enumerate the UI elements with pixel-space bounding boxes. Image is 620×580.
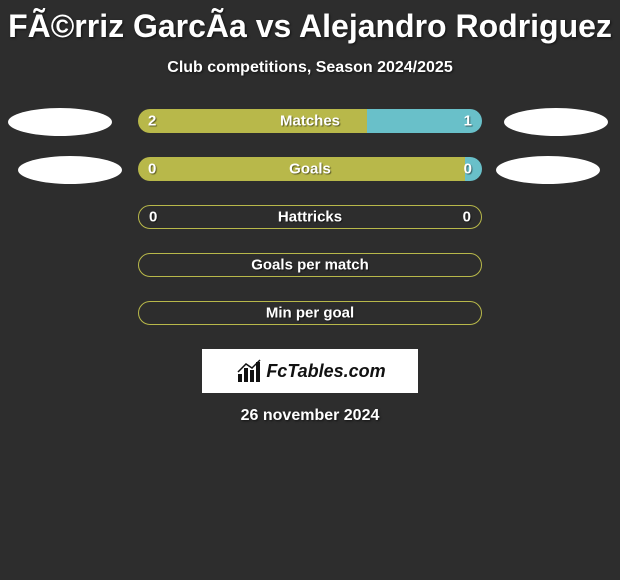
player-right-bubble [496, 156, 600, 184]
stat-left-value: 0 [148, 161, 156, 178]
stat-label: Goals per match [251, 257, 369, 274]
stat-left-value: 2 [148, 113, 156, 130]
chart-icon [234, 358, 264, 384]
player-left-bubble [8, 108, 112, 136]
stat-row: Goals per match [0, 253, 620, 279]
stat-right-value: 1 [464, 113, 472, 130]
brand-text: FcTables.com [266, 361, 385, 382]
stat-left-value: 0 [149, 209, 157, 226]
stats-container: 2 1 Matches 0 0 Goals 0 0 Hattricks Goals per mat… [0, 109, 620, 327]
stat-bar: Min per goal [138, 301, 482, 325]
stat-row: 0 0 Hattricks [0, 205, 620, 231]
stat-bar: 0 0 Hattricks [138, 205, 482, 229]
stat-label: Goals [289, 161, 331, 178]
stat-row: Min per goal [0, 301, 620, 327]
stat-right-value: 0 [464, 161, 472, 178]
brand-badge: FcTables.com [202, 349, 418, 393]
stat-row: 0 0 Goals [0, 157, 620, 183]
stat-label: Min per goal [266, 305, 354, 322]
stat-bar: 2 1 Matches [138, 109, 482, 133]
date-text: 26 november 2024 [0, 407, 620, 425]
stat-bar: Goals per match [138, 253, 482, 277]
stat-label: Hattricks [278, 209, 342, 226]
page-title: FÃ©rriz GarcÃ­a vs Alejandro Rodriguez [0, 0, 620, 45]
stat-right-value: 0 [463, 209, 471, 226]
stat-bar: 0 0 Goals [138, 157, 482, 181]
stat-label: Matches [280, 113, 340, 130]
player-left-bubble [18, 156, 122, 184]
subtitle: Club competitions, Season 2024/2025 [0, 59, 620, 77]
player-right-bubble [504, 108, 608, 136]
stat-row: 2 1 Matches [0, 109, 620, 135]
